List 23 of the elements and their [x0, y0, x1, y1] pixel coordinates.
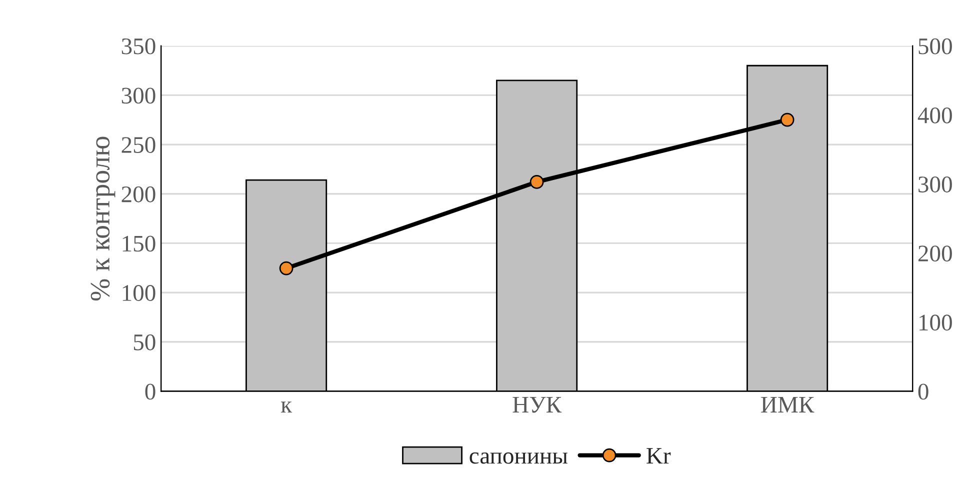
y-tick-label: 350	[122, 38, 156, 54]
x-tick-label: НУК	[512, 397, 562, 413]
legend-label: Kr	[646, 448, 671, 464]
y2-tick-label: 500	[918, 38, 952, 54]
y-tick-label: 250	[122, 137, 156, 153]
y2-tick-label: 100	[920, 314, 952, 331]
y-tick-label: 300	[122, 88, 156, 104]
x-tick-label: ИМК	[761, 397, 814, 412]
y-tick-label: 0	[145, 384, 156, 400]
y-tick-label: 150	[122, 236, 156, 252]
y-tick-label: 50	[134, 334, 156, 350]
legend-label: сапонины	[470, 452, 568, 464]
point	[279, 261, 294, 276]
y2-tick-label: 200	[918, 246, 952, 262]
y-axis-title: % к контролю	[90, 136, 116, 301]
point	[530, 175, 544, 189]
y-tick-label: 100	[122, 285, 156, 301]
x-tick-label: к	[280, 402, 292, 412]
y2-tick-label: 400	[918, 107, 952, 124]
y2-tick-label: 300	[918, 176, 952, 192]
point	[780, 112, 794, 127]
y2-tick-label: 0	[918, 384, 928, 400]
y-tick-label: 200	[122, 186, 156, 202]
